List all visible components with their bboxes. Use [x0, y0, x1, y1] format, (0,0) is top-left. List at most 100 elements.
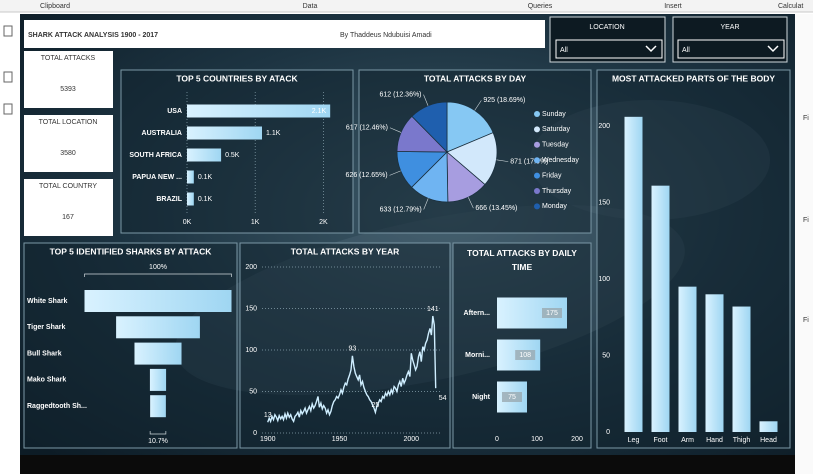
value-label: 0.1K [198, 174, 213, 181]
view-icon[interactable] [3, 25, 13, 37]
value-label: 925 (18.69%) [483, 97, 525, 104]
dropdown-value[interactable]: All [682, 47, 690, 54]
panel-title: TOTAL ATTACKS BY DAY [424, 73, 527, 83]
dropdown-value[interactable]: All [560, 47, 568, 54]
slicer-label: LOCATION [589, 24, 624, 31]
panel [120, 69, 354, 234]
slicer-label: YEAR [720, 24, 739, 31]
x-tick-label: 0K [183, 219, 192, 226]
value-label: 633 (12.79%) [380, 206, 422, 213]
slicer[interactable]: YEAR All [672, 16, 788, 63]
value-label: 93 [349, 346, 357, 353]
y-tick-label: 200 [598, 123, 610, 130]
x-tick-label: 0 [495, 436, 499, 443]
x-tick-label: Foot [653, 437, 667, 444]
label-chip [502, 392, 522, 402]
value-label: 54 [439, 395, 447, 402]
bar [187, 170, 194, 184]
x-tick-label: 1950 [332, 436, 348, 443]
value-label: 0.5K [225, 152, 240, 159]
legend-label: Thursday [542, 188, 572, 195]
x-tick-label: 1K [251, 219, 260, 226]
header-box [24, 20, 545, 48]
category-label: Bull Shark [27, 350, 62, 357]
ribbon-tab[interactable]: Clipboard [40, 3, 70, 10]
funnel-bar [134, 342, 182, 365]
category-label: Aftern... [464, 310, 491, 317]
bracket [84, 273, 232, 277]
dropdown[interactable] [677, 39, 785, 59]
category-label: AUSTRALIA [142, 130, 182, 137]
x-tick-label: 1900 [260, 436, 276, 443]
legend-label: Sunday [542, 111, 566, 118]
y-tick-label: 150 [245, 305, 257, 312]
y-tick-label: 50 [602, 352, 610, 359]
y-tick-label: 100 [598, 276, 610, 283]
ribbon-tab[interactable]: Queries [528, 3, 553, 10]
panel [23, 242, 238, 449]
y-tick-label: 100 [245, 347, 257, 354]
dashboard-title: SHARK ATTACK ANALYSIS 1900 - 2017 [28, 32, 158, 39]
legend-label: Tuesday [542, 142, 569, 149]
view-icon[interactable] [3, 71, 13, 83]
x-tick-label: Leg [628, 437, 640, 444]
kpi-label: TOTAL COUNTRY [39, 183, 97, 190]
funnel-bar [149, 368, 167, 391]
filter-pane [795, 14, 813, 474]
panel-title: TOTAL ATTACKS BY DAILY TIME [467, 248, 577, 272]
legend-swatch [534, 188, 540, 194]
legend-swatch [534, 157, 540, 164]
legend-label: Friday [542, 172, 562, 179]
value-label: 175 [546, 310, 558, 317]
pane-label: Fi [803, 217, 809, 224]
kpi-value: 3580 [60, 150, 76, 157]
kpi-label: TOTAL LOCATION [39, 119, 98, 126]
leader-line [467, 197, 474, 209]
value-label: 617 (12.46%) [346, 125, 388, 132]
funnel-bar [116, 316, 200, 339]
y-tick-label: 200 [245, 264, 257, 271]
funnel-bar [84, 290, 232, 312]
bar [678, 286, 697, 432]
panel-title: MOST ATTACKED PARTS OF THE BODY [612, 73, 775, 83]
x-tick-label: 200 [571, 436, 583, 443]
legend-swatch [534, 111, 540, 117]
pane-label: Fi [803, 115, 809, 122]
bar [759, 421, 778, 432]
kpi-value: 167 [62, 214, 74, 221]
bar [187, 104, 331, 118]
category-label: Morni... [465, 352, 490, 359]
x-tick-label: Hand [706, 437, 723, 444]
x-tick-label: 2000 [404, 436, 420, 443]
legend-label: Wednesday [542, 157, 579, 164]
kpi-label: TOTAL ATTACKS [41, 55, 96, 62]
chevron[interactable] [767, 45, 779, 53]
pane-label: Fi [803, 317, 809, 324]
kpi-card [24, 179, 113, 236]
value-label: 1.1K [266, 130, 281, 137]
view-icon[interactable] [3, 103, 13, 115]
panel-title: TOTAL ATTACKS BY YEAR [291, 246, 400, 256]
leader-line [423, 198, 429, 210]
value-label: 626 (12.65%) [346, 172, 388, 179]
ribbon-tab[interactable]: Insert [664, 3, 682, 10]
value-label: 0.1K [198, 196, 213, 203]
leader-line [496, 159, 509, 162]
legend-swatch [534, 172, 540, 179]
slicer[interactable]: LOCATION All [549, 16, 666, 63]
bar [705, 294, 724, 432]
bracket [149, 431, 167, 435]
kpi-value: 5393 [60, 86, 76, 93]
dropdown[interactable] [555, 39, 663, 59]
ribbon-tab[interactable]: Data [303, 3, 318, 10]
value-label: 871 (17.6%) [510, 158, 548, 165]
x-tick-label: Arm [681, 437, 694, 444]
y-tick-label: 0 [253, 430, 257, 437]
ribbon-tab[interactable]: Calculat [778, 3, 803, 10]
legend-label: Monday [542, 203, 567, 210]
chevron[interactable] [645, 45, 657, 53]
line-series [267, 315, 437, 424]
value-label: 2.1K [312, 108, 327, 115]
panel-title: TOP 5 IDENTIFIED SHARKS BY ATTACK [50, 246, 213, 256]
